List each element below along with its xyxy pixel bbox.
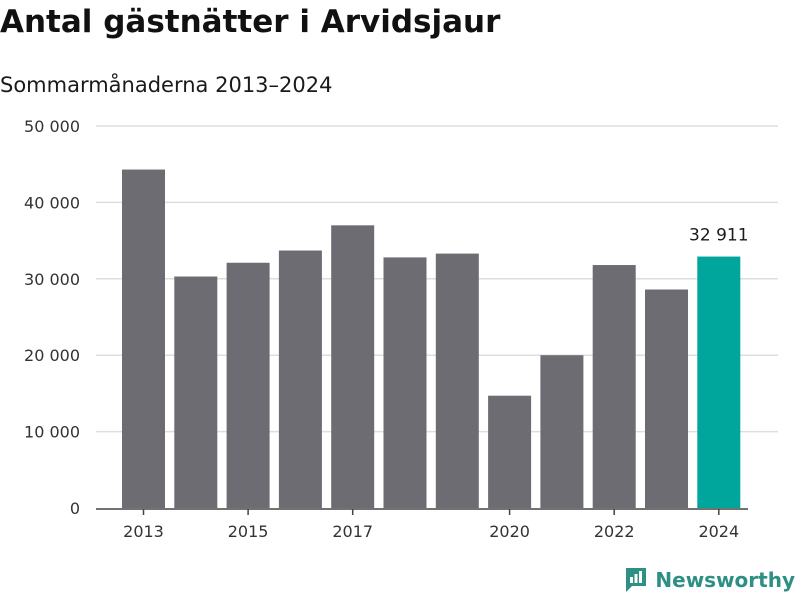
y-tick-label: 20 000 <box>24 346 80 365</box>
data-label: 32 911 <box>689 226 748 246</box>
y-tick-label: 10 000 <box>24 423 80 442</box>
x-tick-label: 2020 <box>489 522 530 541</box>
y-tick-label: 30 000 <box>24 270 80 289</box>
bar-2024 <box>697 256 741 508</box>
chart-title: Antal gästnätter i Arvidsjaur <box>0 4 501 40</box>
y-tick-label: 40 000 <box>24 193 80 212</box>
chart-subtitle: Sommarmånaderna 2013–2024 <box>0 73 333 97</box>
newsworthy-logo-icon <box>626 568 647 592</box>
bar-2013 <box>122 169 165 508</box>
bar-2020 <box>488 395 532 508</box>
x-tick-label: 2015 <box>228 522 269 541</box>
brand: Newsworthy <box>624 566 795 594</box>
y-tick-label: 50 000 <box>24 117 80 136</box>
bar-2019 <box>435 253 479 508</box>
bar-2021 <box>540 355 584 508</box>
x-tick-label: 2022 <box>594 522 635 541</box>
x-tick-label: 2013 <box>123 522 164 541</box>
bar-2017 <box>331 225 375 508</box>
y-tick-label: 0 <box>70 499 80 518</box>
bar-2015 <box>226 262 270 508</box>
x-tick-label: 2024 <box>698 522 739 541</box>
bar-2018 <box>383 257 427 508</box>
bar-2022 <box>592 265 636 508</box>
bar-2014 <box>174 276 218 508</box>
bar-2016 <box>278 250 322 509</box>
x-tick-label: 2017 <box>332 522 373 541</box>
brand-name: Newsworthy <box>655 568 795 592</box>
bar-2023 <box>645 289 688 508</box>
